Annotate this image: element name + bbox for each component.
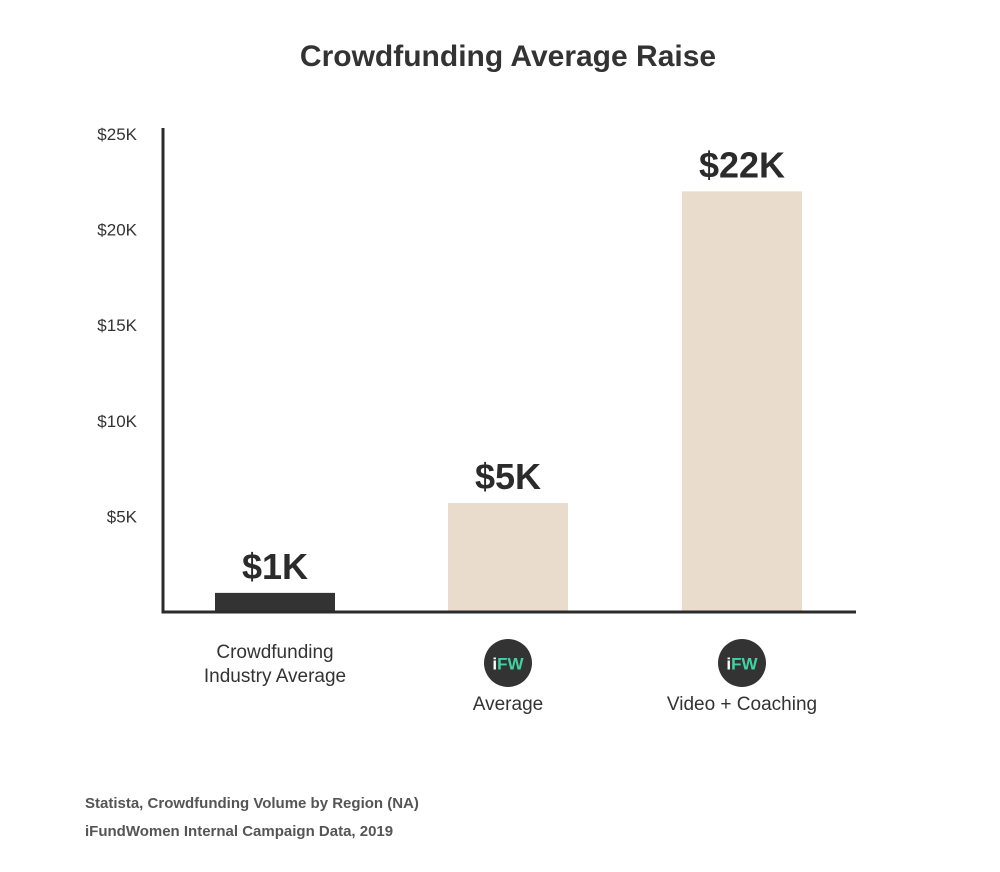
data-label: $1K bbox=[242, 546, 308, 587]
chart-title: Crowdfunding Average Raise bbox=[300, 40, 716, 73]
bar bbox=[215, 592, 335, 611]
category-label: Average bbox=[473, 694, 543, 715]
bar bbox=[448, 503, 568, 611]
y-tick-label: $25K bbox=[97, 125, 137, 144]
ifw-logo-icon: iFW bbox=[484, 639, 532, 687]
category-label: Video + Coaching bbox=[667, 694, 817, 715]
y-tick-label: $5K bbox=[107, 507, 138, 526]
y-tick-label: $10K bbox=[97, 412, 137, 431]
source-line-1: Statista, Crowdfunding Volume by Region … bbox=[85, 795, 419, 812]
data-label: $22K bbox=[699, 144, 785, 185]
data-label: $5K bbox=[475, 456, 541, 497]
source-line-2: iFundWomen Internal Campaign Data, 2019 bbox=[85, 823, 394, 840]
svg-text:iFW: iFW bbox=[492, 655, 524, 674]
y-tick-label: $20K bbox=[97, 221, 137, 240]
y-tick-label: $15K bbox=[97, 316, 137, 335]
svg-text:iFW: iFW bbox=[726, 655, 758, 674]
ifw-logo-icon: iFW bbox=[718, 639, 766, 687]
category-label: Industry Average bbox=[204, 666, 346, 687]
category-label: Crowdfunding bbox=[216, 642, 333, 663]
bar bbox=[682, 191, 802, 611]
